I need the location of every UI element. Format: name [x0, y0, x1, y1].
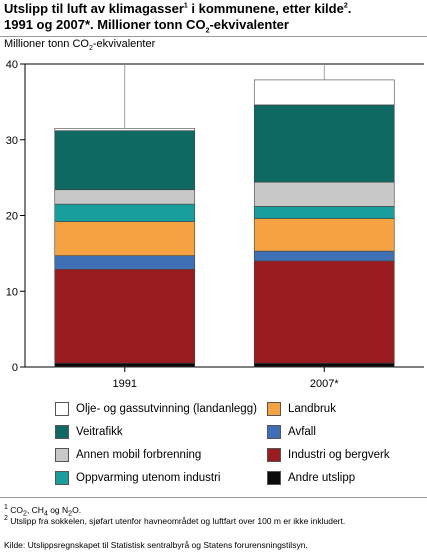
legend-label: Industri og bergverk	[288, 449, 390, 461]
y-axis-label: Millioner tonn CO2-ekvivalenter	[4, 38, 156, 53]
y-tick-label: 30	[6, 135, 18, 147]
title-line1: Utslipp til luft av klimagasser1 i kommu…	[4, 1, 352, 16]
x-tick-label: 1991	[113, 378, 137, 390]
footnote-2: 2 Utslipp fra sokkelen, sjøfart utenfor …	[4, 515, 346, 526]
bar-segment	[54, 203, 196, 222]
x-tick-label: 2007*	[310, 378, 339, 390]
legend-item: Landbruk	[267, 402, 336, 416]
legend-item: Olje- og gassutvinning (landanlegg)	[55, 402, 257, 416]
bar-segment	[253, 104, 395, 183]
legend-item: Andre utslipp	[267, 471, 355, 485]
legend-label: Oppvarming utenom industri	[76, 472, 221, 484]
footnotes: 1 CO2, CH4 og N2O. 2 Utslipp fra sokkele…	[4, 504, 424, 527]
top-divider	[0, 36, 427, 37]
legend-swatch	[55, 425, 69, 439]
bar-segment	[253, 181, 395, 207]
legend-swatch	[55, 448, 69, 462]
y-tick-label: 10	[6, 286, 18, 298]
legend-label: Andre utslipp	[288, 472, 356, 484]
stacked-bar-chart: 0 10 20 30 40 1991 2007*	[6, 59, 424, 390]
bar-segment	[253, 79, 395, 106]
bar-segment	[54, 128, 196, 131]
footnote-1: 1 CO2, CH4 og N2O.	[4, 504, 82, 518]
bar-segment	[54, 268, 196, 364]
legend-item: Oppvarming utenom industri	[55, 471, 220, 485]
source-note: Kilde: Utslippsregnskapet til Statistisk…	[4, 540, 308, 550]
bar-segment	[253, 250, 395, 262]
bar-segment	[54, 255, 196, 270]
y-tick-label: 40	[6, 59, 18, 71]
legend-label: Veitrafikk	[76, 426, 123, 438]
bar-segment	[253, 206, 395, 219]
bar-segment	[54, 189, 196, 205]
legend-item: Industri og bergverk	[267, 448, 390, 462]
legend-swatch	[267, 471, 281, 485]
y-tick-label: 0	[12, 362, 18, 374]
title-line2: 1991 og 2007*. Millioner tonn CO2-ekviva…	[4, 17, 289, 35]
bar-segment	[253, 362, 395, 368]
legend-label: Olje- og gassutvinning (landanlegg)	[76, 403, 257, 415]
bar-segment	[253, 260, 395, 364]
bottom-divider	[0, 497, 427, 498]
legend-item: Avfall	[267, 425, 316, 439]
legend-swatch	[267, 425, 281, 439]
bar-segment	[54, 221, 196, 256]
bar-segment	[253, 218, 395, 252]
bar-segment	[54, 130, 196, 191]
bar-segment	[54, 362, 196, 368]
legend-label: Avfall	[288, 426, 316, 438]
legend-item: Veitrafikk	[55, 425, 123, 439]
legend-item: Annen mobil forbrenning	[55, 448, 201, 462]
chart-title: Utslipp til luft av klimagasser1 i kommu…	[4, 1, 424, 35]
legend-swatch	[267, 448, 281, 462]
legend-label: Annen mobil forbrenning	[76, 449, 202, 461]
legend-swatch	[55, 471, 69, 485]
legend-swatch	[55, 402, 69, 416]
y-tick-label: 20	[6, 211, 18, 223]
legend-swatch	[267, 402, 281, 416]
legend-label: Landbruk	[288, 403, 336, 415]
